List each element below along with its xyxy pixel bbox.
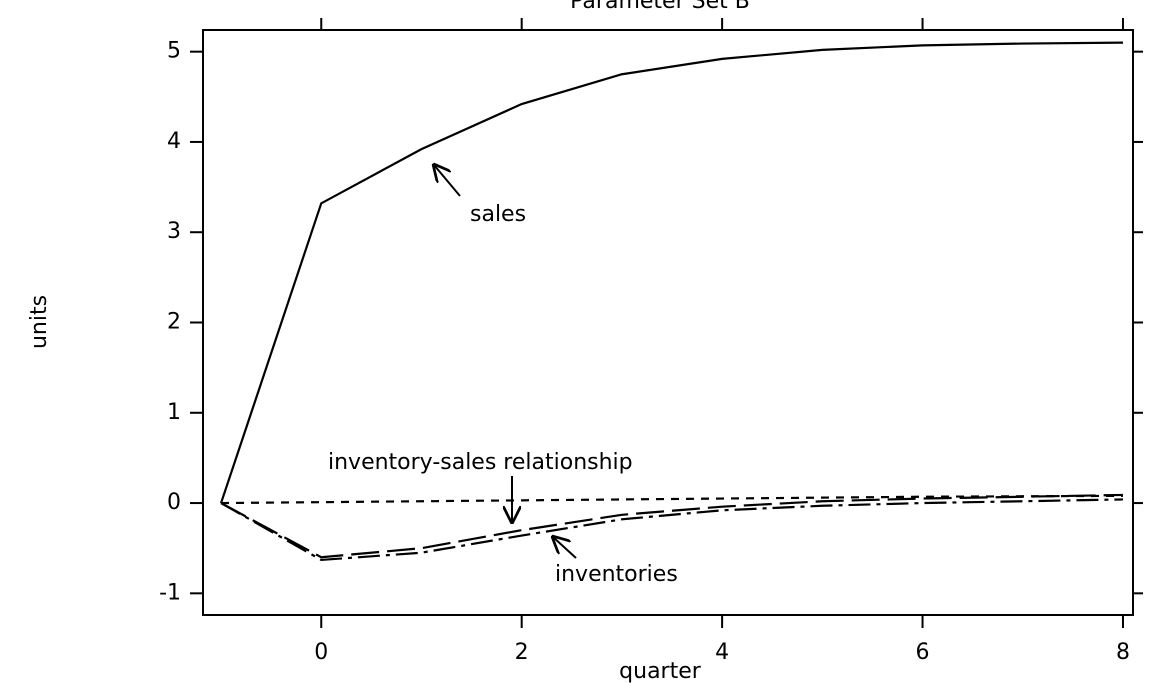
y-tick-label: -1 (159, 580, 181, 605)
x-tick-label: 0 (314, 640, 328, 665)
y-tick-label: 1 (167, 400, 181, 425)
annotation-arrow (434, 165, 461, 197)
y-tick-label: 0 (167, 490, 181, 515)
y-tick-label: 5 (167, 39, 181, 64)
x-tick-label: 2 (515, 640, 529, 665)
y-tick-label: 3 (167, 219, 181, 244)
chart-title: Parameter Set B (570, 0, 750, 14)
series-line (219, 41, 1123, 504)
annotation: inventory-sales relationship (328, 450, 633, 475)
y-tick-label: 2 (167, 310, 181, 335)
x-tick-label: 6 (916, 640, 930, 665)
x-tick-label: 8 (1116, 640, 1130, 665)
series-line (220, 493, 1123, 559)
series-line (221, 494, 1123, 505)
y-axis-label: units (27, 295, 52, 349)
annotation: sales (470, 202, 526, 227)
plot-frame (202, 29, 1134, 616)
annotation-arrow (553, 537, 577, 559)
annotation: inventories (555, 562, 678, 587)
series-line (220, 498, 1123, 562)
y-tick-label: 4 (167, 129, 181, 154)
x-axis-label: quarter (619, 659, 702, 683)
x-tick-label: 4 (715, 640, 729, 665)
